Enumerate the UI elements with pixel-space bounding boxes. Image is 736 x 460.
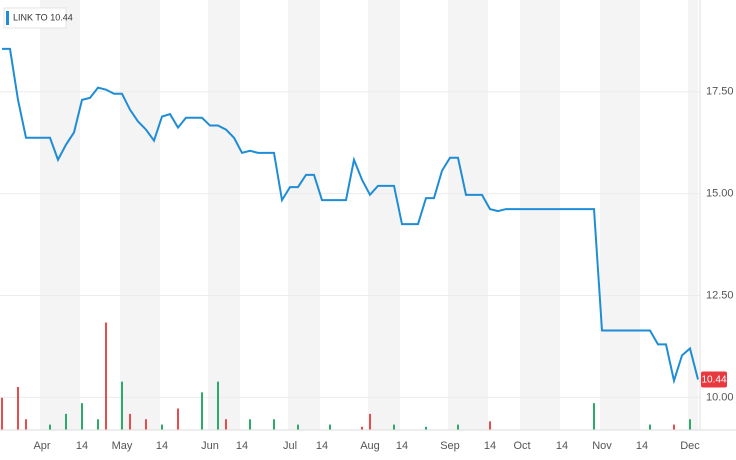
x-tick-label: 14	[76, 440, 88, 452]
band	[40, 0, 80, 430]
volume-bar	[249, 419, 251, 430]
volume-bar	[1, 397, 3, 430]
volume-bar	[161, 424, 163, 430]
volume-bar	[689, 419, 691, 430]
volume-bar	[201, 392, 203, 430]
grid	[0, 91, 700, 398]
x-tick-label: Nov	[592, 440, 612, 452]
legend: LINK TO 10.44	[3, 7, 73, 29]
last-price-badge	[701, 371, 727, 388]
volume-bar	[225, 419, 227, 430]
volume-bar	[81, 403, 83, 430]
x-tick-label: 14	[156, 440, 168, 452]
x-tick-label: 14	[556, 440, 568, 452]
volume-bar	[105, 322, 107, 430]
x-tick-label: Apr	[33, 440, 50, 452]
volume-bar	[361, 426, 363, 430]
volume-bar	[177, 408, 179, 430]
y-tick-label: 15.00	[706, 188, 734, 200]
y-tick-label: 17.50	[706, 86, 734, 98]
volume-bar	[217, 381, 219, 430]
x-tick-label: Oct	[513, 440, 530, 452]
x-tick-label: Dec	[680, 440, 700, 452]
volume-bar	[649, 424, 651, 430]
band	[600, 0, 640, 430]
volume-bar	[457, 424, 459, 430]
band	[448, 0, 488, 430]
y-tick-label: 12.50	[706, 289, 734, 301]
volume-bar	[25, 419, 27, 430]
x-tick-label: 14	[396, 440, 408, 452]
x-tick-label: May	[112, 440, 133, 452]
volume-bar	[329, 424, 331, 430]
x-tick-label: Sep	[440, 440, 460, 452]
bands	[40, 0, 698, 430]
legend-box	[3, 7, 67, 29]
last-price-label: 10.44	[701, 375, 726, 386]
band	[208, 0, 240, 430]
y-tick-label: 10.00	[706, 391, 734, 403]
volume-bar	[65, 413, 67, 430]
volume-bar	[129, 413, 131, 430]
band	[368, 0, 400, 430]
band	[688, 0, 698, 430]
legend-label: LINK TO 10.44	[13, 13, 73, 23]
volume-bar	[121, 381, 123, 430]
x-tick-label: Aug	[360, 440, 380, 452]
x-tick-label: 14	[316, 440, 328, 452]
volume-bar	[369, 413, 371, 430]
band	[520, 0, 560, 430]
legend-swatch	[6, 11, 9, 25]
volume-bar	[593, 403, 595, 430]
volume-bar	[273, 419, 275, 430]
x-tick-label: 14	[236, 440, 248, 452]
volume-bar	[97, 419, 99, 430]
marks	[1, 47, 699, 430]
volume-bar	[17, 387, 19, 430]
x-tick-label: 14	[636, 440, 648, 452]
legend-value: 10.44	[50, 13, 73, 23]
legend-name: LINK TO	[13, 13, 48, 23]
x-tick-label: 14	[484, 440, 496, 452]
x-tick-label: Jul	[283, 440, 297, 452]
price-line	[2, 47, 699, 385]
x-tick-label: Jun	[201, 440, 219, 452]
band	[288, 0, 320, 430]
volume-bar	[489, 421, 491, 430]
band	[120, 0, 160, 430]
volume-bar	[673, 424, 675, 430]
volume-bar	[425, 426, 427, 430]
volume-bar	[393, 424, 395, 430]
volume-bar	[145, 419, 147, 430]
volume-bar	[49, 424, 51, 430]
volume-bar	[297, 424, 299, 430]
